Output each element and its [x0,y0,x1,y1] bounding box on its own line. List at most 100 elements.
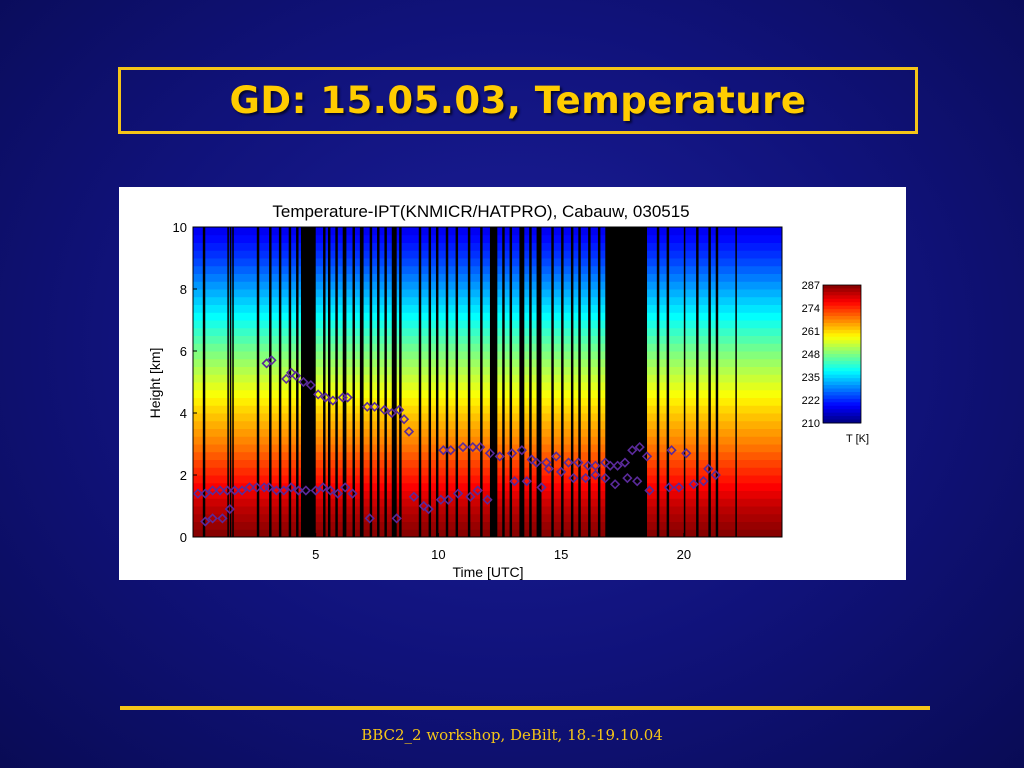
data-marker [423,503,434,515]
data-marker [286,482,297,493]
x-tick-label: 5 [312,547,319,562]
heatmap-band [193,420,782,429]
no-data-gap [342,227,347,537]
y-tick-label: 8 [180,282,187,297]
data-marker [398,414,410,425]
colorbar-segment [823,419,861,424]
colorbar-segment [823,357,861,362]
heatmap-band [193,227,782,236]
no-data-gap [551,227,554,537]
data-marker [465,491,476,502]
y-tick-label: 6 [180,344,187,359]
no-data-gap [399,227,402,537]
data-marker [224,503,235,515]
no-data-gap [327,227,331,537]
heatmap-band [193,521,782,530]
heatmap-band [193,234,782,243]
cloud-markers [192,355,721,527]
heatmap-band [193,312,782,321]
colorbar-segment [823,360,861,365]
y-tick-label: 4 [180,406,187,421]
data-marker [244,482,255,493]
colorbar-segment [823,312,861,317]
data-marker [278,485,289,496]
data-marker [207,513,218,524]
x-tick-label: 15 [554,547,568,562]
no-data-gap [519,227,525,537]
colorbar-segment [823,398,861,403]
colorbar-segment [823,343,861,348]
heatmap-band [193,459,782,468]
data-marker [590,460,601,471]
colorbar-segment [823,340,861,345]
heatmap-band [193,374,782,383]
data-marker [482,494,493,505]
data-marker [362,401,373,412]
no-data-gap [502,227,505,537]
heatmap-band [193,382,782,391]
no-data-gap [536,227,542,537]
data-marker [435,494,447,505]
data-marker [305,379,316,391]
no-data-gap [578,227,581,537]
data-marker [605,460,616,471]
footer-divider [120,706,930,710]
no-data-gap [735,227,737,537]
data-marker [222,485,233,496]
colorbar-segment [823,388,861,393]
data-marker [516,445,527,456]
data-marker [688,479,699,490]
no-data-gap [683,227,686,537]
heatmap-band [193,327,782,336]
heatmap-band [193,475,782,484]
heatmap-band [193,405,782,414]
no-data-gap [489,227,498,537]
heatmap-band [193,343,782,352]
colorbar-tick-label: 261 [802,326,820,338]
no-data-gap [384,227,387,537]
heatmap-band [193,490,782,499]
no-data-gap [605,227,648,537]
slide-title-box: GD: 15.05.03, Temperature [118,67,918,134]
data-marker [298,376,309,388]
colorbar-segment [823,412,861,417]
data-marker [438,445,449,456]
no-data-gap [323,227,326,537]
heatmap-band [193,436,782,445]
colorbar-tick-label: 235 [802,372,820,384]
data-marker [290,370,302,381]
no-data-gap [269,227,272,537]
colorbar-tick-label: 287 [802,280,820,292]
data-marker [582,460,594,471]
data-marker [394,404,405,416]
colorbar-tick-label: 222 [802,395,820,407]
colorbar-segment [823,316,861,320]
colorbar: 287 274 261 248 235 222 210 [802,280,862,430]
colorbar-segment [823,374,861,379]
no-data-gap [666,227,670,537]
data-marker [281,373,292,385]
no-data-gap [428,227,432,537]
data-marker [229,485,240,496]
data-marker [452,488,464,499]
heatmap-band [193,513,782,522]
heatmap-band [193,506,782,515]
data-marker [494,451,505,462]
plot-frame [192,226,783,538]
no-data-gap [391,227,397,537]
data-marker [214,485,226,496]
no-data-gap [597,227,601,537]
colorbar-segment [823,285,861,289]
data-marker [347,488,358,499]
heatmap-band [193,467,782,476]
data-marker [541,457,552,468]
data-marker [563,457,574,468]
colorbar-segment [823,381,861,386]
data-marker [403,426,415,437]
colorbar-segment [823,371,861,376]
no-data-gap [229,227,232,537]
colorbar-segment [823,298,861,303]
data-marker [526,454,537,465]
data-marker [342,392,353,403]
no-data-gap [435,227,439,537]
